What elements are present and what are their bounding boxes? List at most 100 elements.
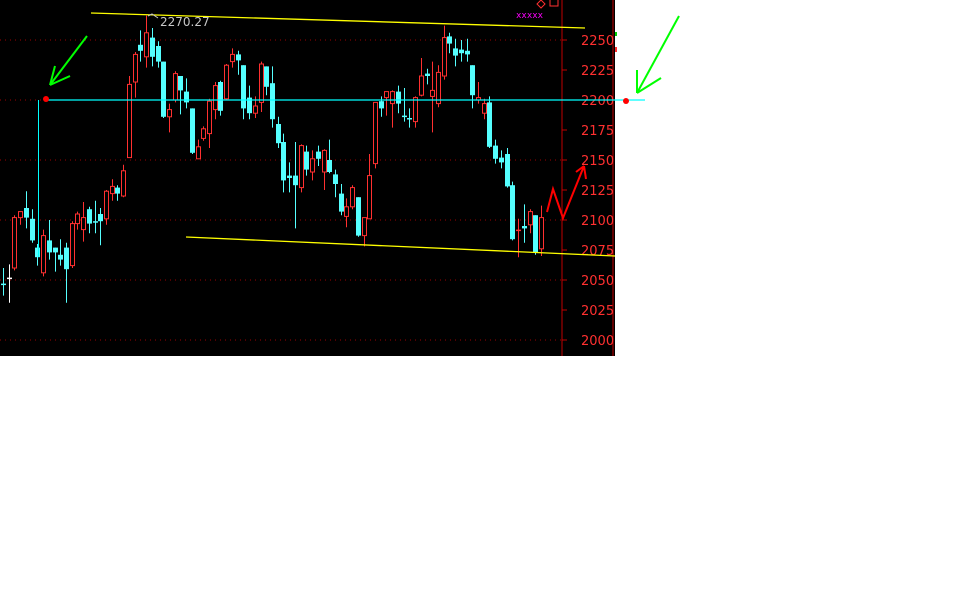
lower-trendline[interactable] bbox=[185, 236, 616, 257]
candle[interactable] bbox=[35, 244, 40, 266]
candle[interactable] bbox=[184, 78, 189, 109]
candle[interactable] bbox=[482, 98, 487, 120]
candle[interactable] bbox=[207, 98, 212, 148]
candle[interactable] bbox=[419, 58, 424, 97]
candle[interactable] bbox=[156, 41, 161, 68]
candle[interactable] bbox=[276, 116, 281, 148]
candle[interactable] bbox=[367, 154, 372, 220]
candle[interactable] bbox=[528, 209, 533, 234]
candle[interactable] bbox=[487, 96, 492, 148]
candle[interactable] bbox=[167, 103, 172, 133]
candle[interactable] bbox=[201, 126, 206, 141]
candle[interactable] bbox=[236, 50, 241, 75]
candle[interactable] bbox=[70, 221, 75, 268]
candle[interactable] bbox=[121, 164, 126, 198]
candle-body bbox=[287, 175, 292, 178]
y-tick-label: 2225 bbox=[581, 64, 614, 79]
candle[interactable] bbox=[470, 65, 475, 109]
candle[interactable] bbox=[327, 139, 332, 174]
candle[interactable] bbox=[1, 268, 6, 296]
candle[interactable] bbox=[270, 66, 275, 128]
candle[interactable] bbox=[333, 169, 338, 198]
candle[interactable] bbox=[384, 91, 389, 116]
candle[interactable] bbox=[196, 139, 201, 160]
candle[interactable] bbox=[533, 215, 538, 255]
candle[interactable] bbox=[75, 211, 80, 230]
candle[interactable] bbox=[64, 242, 69, 303]
candle[interactable] bbox=[178, 76, 183, 115]
candle[interactable] bbox=[362, 217, 367, 247]
square-icon[interactable] bbox=[549, 0, 559, 7]
candle[interactable] bbox=[127, 76, 132, 159]
candle[interactable] bbox=[150, 28, 155, 67]
candle-body bbox=[133, 53, 138, 83]
candle[interactable] bbox=[87, 206, 92, 234]
candle[interactable] bbox=[110, 179, 115, 201]
candle[interactable] bbox=[7, 264, 12, 303]
candle[interactable] bbox=[173, 71, 178, 103]
candle[interactable] bbox=[190, 108, 195, 154]
candle[interactable] bbox=[499, 150, 504, 169]
candle[interactable] bbox=[430, 61, 435, 133]
candle[interactable] bbox=[161, 61, 166, 118]
candle[interactable] bbox=[373, 101, 378, 169]
candle[interactable] bbox=[402, 88, 407, 122]
candle[interactable] bbox=[30, 209, 35, 243]
candle[interactable] bbox=[316, 145, 321, 166]
candle[interactable] bbox=[344, 198, 349, 228]
candle[interactable] bbox=[259, 61, 264, 112]
candle[interactable] bbox=[390, 90, 395, 128]
candle[interactable] bbox=[98, 208, 103, 246]
candle[interactable] bbox=[115, 185, 120, 201]
candle[interactable] bbox=[510, 181, 515, 241]
candle[interactable] bbox=[12, 215, 17, 271]
candle[interactable] bbox=[18, 211, 23, 225]
candle[interactable] bbox=[293, 142, 298, 229]
candle[interactable] bbox=[281, 133, 286, 193]
level-start-dot[interactable] bbox=[43, 96, 49, 102]
candle[interactable] bbox=[264, 66, 269, 96]
candle[interactable] bbox=[138, 30, 143, 62]
candle[interactable] bbox=[522, 204, 527, 243]
candle[interactable] bbox=[299, 144, 304, 193]
candle[interactable] bbox=[413, 96, 418, 128]
candle[interactable] bbox=[304, 145, 309, 176]
candle[interactable] bbox=[459, 40, 464, 62]
candle[interactable] bbox=[81, 202, 86, 242]
candle[interactable] bbox=[465, 38, 470, 62]
candle[interactable] bbox=[407, 108, 412, 128]
candle[interactable] bbox=[53, 247, 58, 272]
upper-trendline[interactable] bbox=[90, 12, 586, 29]
candle[interactable] bbox=[453, 38, 458, 67]
candle[interactable] bbox=[58, 239, 63, 266]
candle[interactable] bbox=[41, 229, 46, 277]
candle[interactable] bbox=[224, 64, 229, 100]
level-end-dot[interactable] bbox=[623, 98, 629, 104]
candle[interactable] bbox=[144, 15, 149, 68]
diamond-icon[interactable] bbox=[536, 0, 546, 9]
candle[interactable] bbox=[24, 191, 29, 229]
candle[interactable] bbox=[218, 80, 223, 116]
candle[interactable] bbox=[47, 220, 52, 260]
candle[interactable] bbox=[425, 68, 430, 85]
candle[interactable] bbox=[230, 48, 235, 68]
candle[interactable] bbox=[322, 149, 327, 190]
candle[interactable] bbox=[447, 32, 452, 54]
candle[interactable] bbox=[516, 218, 521, 258]
candle[interactable] bbox=[539, 205, 544, 256]
candle[interactable] bbox=[247, 85, 252, 120]
candle[interactable] bbox=[104, 190, 109, 225]
candle[interactable] bbox=[339, 184, 344, 216]
y-tick-label: 2200 bbox=[581, 94, 614, 109]
candle[interactable] bbox=[350, 185, 355, 210]
candle[interactable] bbox=[356, 197, 361, 237]
candle[interactable] bbox=[93, 200, 98, 234]
candle[interactable] bbox=[493, 139, 498, 164]
candle[interactable] bbox=[287, 162, 292, 193]
candle[interactable] bbox=[310, 150, 315, 181]
candle[interactable] bbox=[133, 52, 138, 98]
candle[interactable] bbox=[442, 25, 447, 80]
candle[interactable] bbox=[505, 148, 510, 188]
candle[interactable] bbox=[241, 65, 246, 120]
